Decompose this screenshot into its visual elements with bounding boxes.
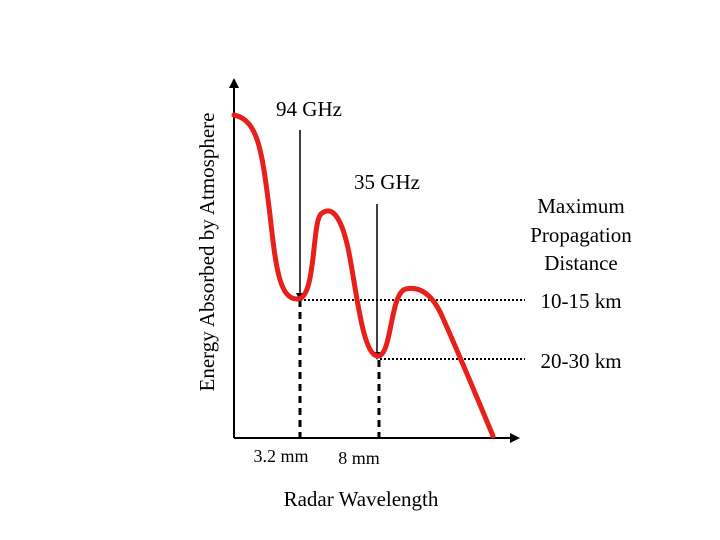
legend-title-line-2: Propagation [530, 223, 632, 247]
y-axis-label: Energy Absorbed by Atmosphere [195, 113, 219, 392]
distance-label-10-15km: 10-15 km [540, 289, 621, 313]
wavelength-label-8mm: 8 mm [338, 448, 380, 468]
x-axis-label: Radar Wavelength [284, 487, 439, 511]
frequency-label-94ghz: 94 GHz [276, 97, 342, 121]
absorption-curve [231, 112, 496, 439]
distance-label-20-30km: 20-30 km [540, 349, 621, 373]
legend-title-line-3: Distance [544, 251, 617, 275]
legend-title-line-1: Maximum [537, 194, 625, 218]
y-axis-arrow [229, 78, 239, 88]
x-axis-arrow [510, 433, 520, 443]
wavelength-label-3-2mm: 3.2 mm [253, 446, 308, 466]
frequency-label-35ghz: 35 GHz [354, 170, 420, 194]
